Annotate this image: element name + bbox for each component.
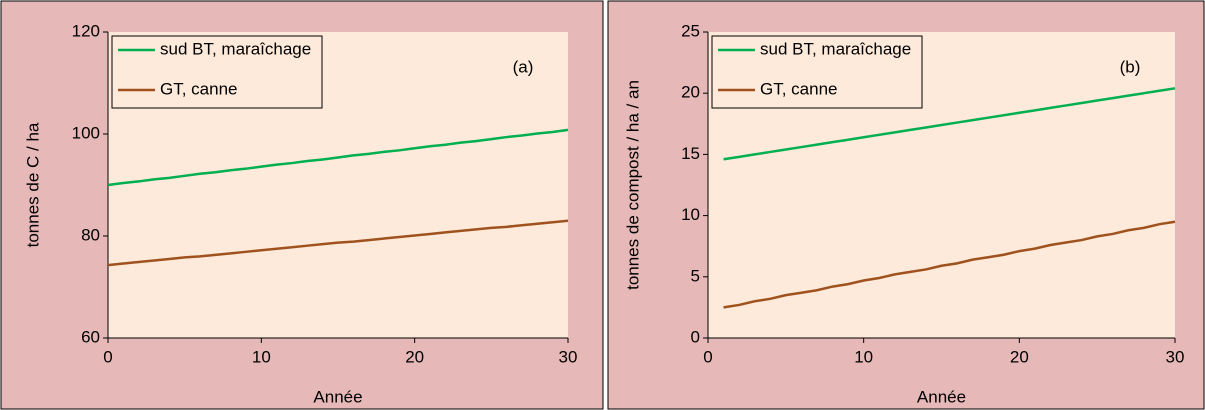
- x-tick-label: 30: [1166, 347, 1185, 366]
- y-axis-title: tonnes de compost / ha / an: [623, 80, 642, 290]
- legend-label: sud BT, maraîchage: [760, 39, 911, 58]
- y-tick-label: 100: [72, 123, 100, 142]
- x-tick-label: 20: [1010, 347, 1029, 366]
- x-axis-title: Année: [917, 387, 966, 406]
- y-tick-label: 15: [681, 144, 700, 163]
- x-tick-label: 10: [854, 347, 873, 366]
- annotation: (b): [1120, 57, 1141, 76]
- series-line: [723, 87, 1176, 161]
- y-tick-label: 25: [681, 21, 700, 40]
- y-tick-label: 60: [81, 327, 100, 346]
- legend-box: [711, 35, 923, 109]
- series-line: [107, 219, 569, 267]
- legend-label: sud BT, maraîchage: [160, 39, 311, 58]
- y-axis-title: tonnes de C / ha: [23, 122, 42, 247]
- legend-label: GT, canne: [760, 79, 838, 98]
- x-tick-label: 0: [703, 347, 712, 366]
- x-tick-label: 30: [559, 347, 578, 366]
- x-tick-label: 20: [405, 347, 424, 366]
- y-tick-label: 5: [691, 266, 700, 285]
- annotation: (a): [513, 57, 534, 76]
- y-tick-label: 80: [81, 225, 100, 244]
- series-line: [107, 128, 569, 187]
- x-axis-title: Année: [313, 387, 362, 406]
- x-tick-label: 10: [252, 347, 271, 366]
- x-tick-label: 0: [103, 347, 112, 366]
- y-tick-label: 120: [72, 21, 100, 40]
- legend-label: GT, canne: [160, 79, 238, 98]
- legend-box: [111, 35, 323, 109]
- y-tick-label: 10: [681, 205, 700, 224]
- y-tick-label: 0: [691, 327, 700, 346]
- y-tick-label: 20: [681, 83, 700, 102]
- series-line: [723, 220, 1176, 309]
